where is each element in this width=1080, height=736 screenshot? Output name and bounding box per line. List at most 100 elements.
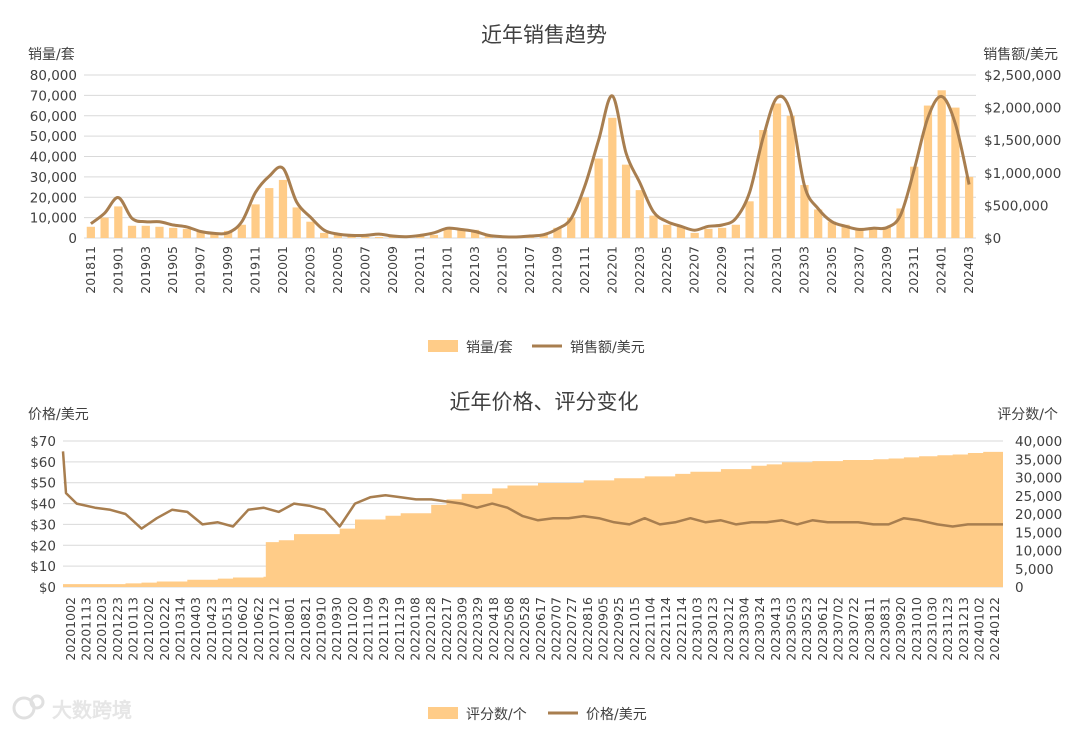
chart1-bar xyxy=(827,221,837,238)
chart2-ylabel-left: 价格/美元 xyxy=(28,407,89,423)
chart1-bar xyxy=(306,221,315,238)
chart2-xtick: 20230212 xyxy=(721,597,736,661)
chart2-xtick: 20230413 xyxy=(768,597,783,661)
chart2-xtick: 20230103 xyxy=(690,597,705,661)
chart2-ytick-left: $60 xyxy=(30,455,56,471)
chart2-ytick-right: 20,000 xyxy=(1015,507,1062,523)
chart1-bar xyxy=(841,224,850,238)
chart2-xtick: 20220108 xyxy=(408,597,423,661)
chart1-xtick: 202109 xyxy=(549,246,564,294)
chart1-xtick: 202203 xyxy=(632,246,647,294)
chart1-ytick-left: 20,000 xyxy=(30,190,77,206)
chart1-xtick: 202011 xyxy=(412,246,427,294)
chart1-bar xyxy=(663,224,672,238)
chart1-ylabel-left: 销量/套 xyxy=(28,47,75,63)
chart1-xtick: 202403 xyxy=(961,246,976,294)
chart1-xtick: 202401 xyxy=(934,246,949,294)
chart1-bar xyxy=(635,190,644,238)
chart1-bar xyxy=(553,227,562,238)
chart1-xtick: 202105 xyxy=(495,246,510,294)
chart2-xtick: 20211129 xyxy=(376,597,391,661)
chart2-xtick: 20210423 xyxy=(204,597,219,661)
chart1-bar xyxy=(86,226,95,238)
chart2-ytick-left: $50 xyxy=(30,476,56,492)
chart1-bar xyxy=(910,166,919,238)
chart2-xtick: 20220128 xyxy=(423,597,438,661)
chart2-xtick: 20220816 xyxy=(580,597,595,661)
chart1-bar xyxy=(608,117,617,238)
chart1-ytick-left: 30,000 xyxy=(30,170,77,186)
chart1-bar xyxy=(965,176,974,238)
chart2-xtick: 20231030 xyxy=(925,597,940,661)
chart1-ytick-left: 0 xyxy=(68,231,77,247)
watermark-logo: 大数跨境 xyxy=(12,694,132,722)
chart2-xtick: 20210801 xyxy=(282,597,297,661)
chart1-bar xyxy=(320,232,329,238)
chart1-xtick: 202007 xyxy=(357,246,372,294)
chart2-xtick: 20230304 xyxy=(737,597,752,661)
chart2-legend-bar-swatch xyxy=(428,707,458,719)
chart2-xtick: 20210712 xyxy=(267,597,282,661)
chart2-xtick: 20201002 xyxy=(63,597,78,661)
chart2-xtick: 20220617 xyxy=(533,597,548,661)
chart1-xtick: 202111 xyxy=(577,246,592,294)
chart1-sales-line xyxy=(89,94,971,239)
chart2-legend-line-label: 价格/美元 xyxy=(586,707,647,723)
chart2-price-line xyxy=(61,451,1003,530)
chart2-xtick: 20211219 xyxy=(392,597,407,661)
chart1-ytick-left: 40,000 xyxy=(30,150,77,166)
chart1-xtick: 201911 xyxy=(248,246,263,294)
chart1-bar xyxy=(759,130,768,238)
chart1-xtick: 201905 xyxy=(165,246,180,294)
chart2-ytick-right: 10,000 xyxy=(1015,544,1062,560)
chart2-xtick: 20201113 xyxy=(79,597,94,661)
chart1-xtick: 202309 xyxy=(879,246,894,294)
chart1-ytick-right: $0 xyxy=(984,231,1001,247)
chart2-ytick-left: $10 xyxy=(30,559,56,575)
chart1-bar xyxy=(127,225,137,238)
chart2-xtick: 20210602 xyxy=(235,597,250,661)
chart2-xtick: 20221015 xyxy=(627,597,642,661)
chart2-ytick-right: 5,000 xyxy=(1015,562,1054,578)
chart2-ytick-left: $30 xyxy=(30,517,56,533)
chart2-xtick: 20221214 xyxy=(674,597,689,661)
chart1-xtick: 202301 xyxy=(769,246,784,294)
chart1-ytick-right: $2,000,000 xyxy=(984,101,1061,117)
chart2-xtick: 20230702 xyxy=(831,597,846,661)
chart1-bar xyxy=(621,164,631,238)
chart1-xtick: 202209 xyxy=(714,246,729,294)
chart1-legend-line-label: 销售额/美元 xyxy=(570,340,645,356)
chart2-xtick: 20220309 xyxy=(455,597,470,661)
chart1-bar xyxy=(896,208,905,238)
chart1-xtick: 202103 xyxy=(467,246,482,294)
chart1-xtick: 202305 xyxy=(824,246,839,294)
chart2-xtick: 20230920 xyxy=(893,597,908,661)
chart2-xtick: 20211109 xyxy=(361,597,376,661)
chart1-bar xyxy=(292,207,301,238)
chart1-bar xyxy=(223,230,233,238)
chart2-xtick: 20220329 xyxy=(470,597,485,661)
chart1-bar xyxy=(882,226,891,238)
chart1-xtick: 201811 xyxy=(83,246,98,294)
chart1-bar xyxy=(786,115,795,238)
chart1-xtick: 202207 xyxy=(687,246,702,294)
chart1-ytick-left: 60,000 xyxy=(30,109,77,125)
chart2-xtick: 20220217 xyxy=(439,597,454,661)
chart2-xtick: 20210113 xyxy=(126,597,141,661)
chart2-ytick-left: $40 xyxy=(30,497,56,513)
chart1-bar xyxy=(333,234,342,238)
chart1-ytick-left: 50,000 xyxy=(30,129,77,145)
chart1-bar xyxy=(649,215,658,238)
chart2-xtick: 20231010 xyxy=(909,597,924,661)
chart1-ytick-left: 70,000 xyxy=(30,88,77,104)
chart1-bar xyxy=(470,229,480,238)
chart2-xtick: 20230722 xyxy=(846,597,861,661)
chart1-xtick: 202303 xyxy=(796,246,811,294)
chart1-ytick-right: $1,000,000 xyxy=(984,166,1061,182)
chart1-bar xyxy=(155,226,164,238)
chart1-xtick: 202205 xyxy=(659,246,674,294)
chart1-xtick: 201907 xyxy=(193,246,208,294)
chart1-ytick-left: 80,000 xyxy=(30,68,77,84)
chart1-xtick: 202101 xyxy=(440,246,455,294)
